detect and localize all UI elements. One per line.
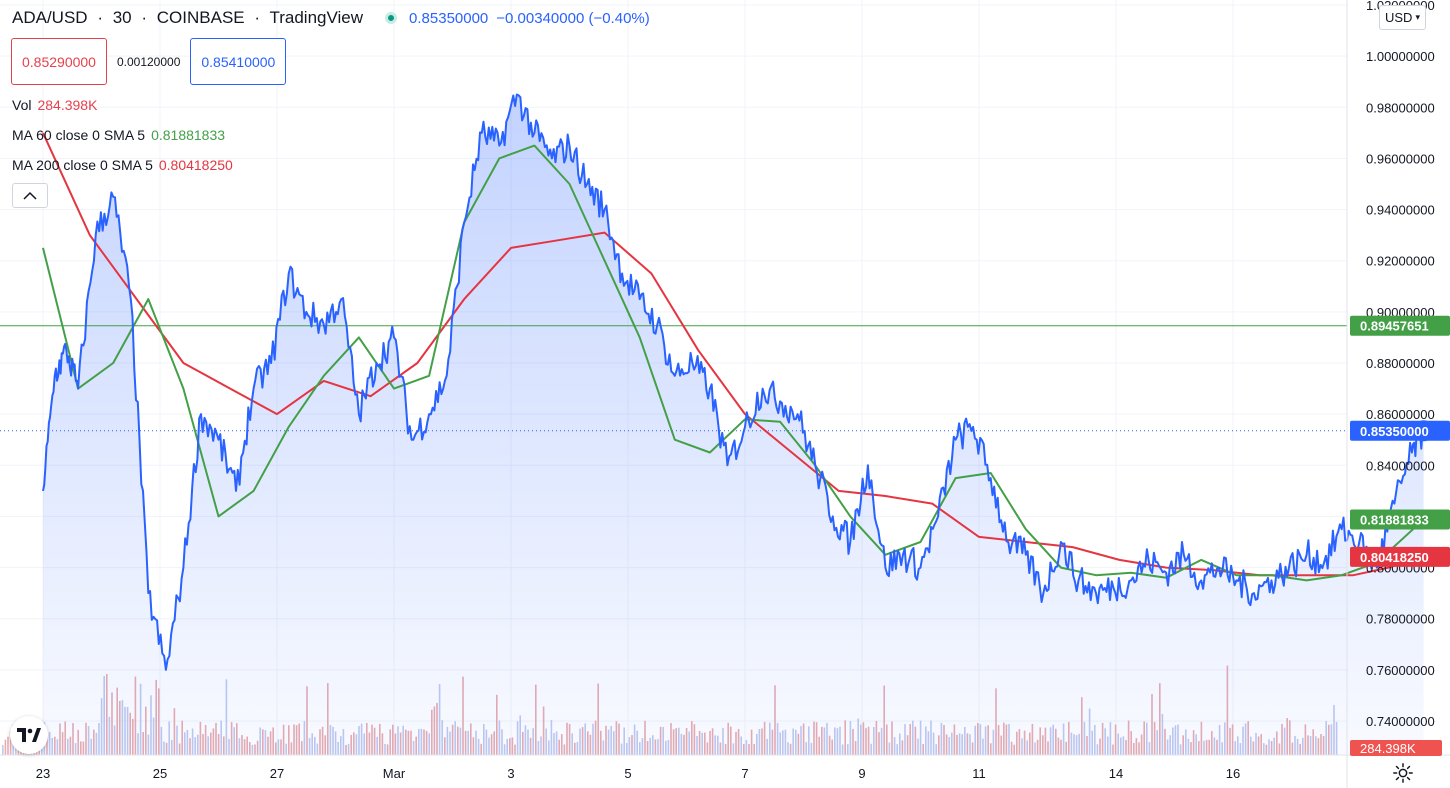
x-tick-label: 5 [624, 766, 631, 781]
price-area-fill [43, 94, 1424, 755]
last-price: 0.85350000 [409, 9, 489, 27]
x-tick-label: Mar [383, 766, 406, 781]
y-tick-label: 0.74000000 [1366, 714, 1435, 729]
y-tick-label: 0.94000000 [1366, 203, 1435, 218]
legend-collapse-button[interactable] [12, 183, 48, 208]
chevron-down-icon: ▾ [1415, 12, 1420, 22]
symbol-title[interactable]: ADA/USD · 30 · COINBASE · TradingView [12, 8, 363, 28]
gear-icon[interactable] [1392, 762, 1414, 784]
ma60-line [42, 144, 1425, 582]
ma200-price-tag-bg [1350, 546, 1450, 567]
title-separator: · [254, 8, 261, 27]
y-tick-label: 0.88000000 [1366, 356, 1435, 371]
x-tick-label: 14 [1109, 766, 1123, 781]
tradingview-logo-icon[interactable] [10, 716, 48, 754]
y-tick-label: 0.86000000 [1366, 407, 1435, 422]
x-tick-label: 23 [36, 766, 50, 781]
chart-header: ADA/USD · 30 · COINBASE · TradingView 0.… [12, 8, 650, 28]
price-change: −0.00340000 (−0.40%) [496, 9, 650, 27]
ma200-label: MA 200 close 0 SMA 5 [12, 157, 153, 173]
y-tick-label: 0.92000000 [1366, 254, 1435, 269]
sell-button[interactable]: 0.85290000 [11, 38, 107, 85]
x-tick-label: 3 [507, 766, 514, 781]
x-tick-label: 16 [1226, 766, 1240, 781]
currency-select[interactable]: USD ▾ [1379, 5, 1426, 30]
volume-tag-bg [1350, 740, 1442, 756]
x-tick-label: 11 [972, 766, 986, 781]
volume-bar [7, 736, 9, 755]
hline-price-tag: 0.89457651 [1360, 319, 1429, 334]
price-area [43, 94, 1424, 755]
volume-value: 284.398K [37, 97, 98, 113]
y-tick-label: 0.98000000 [1366, 100, 1435, 115]
spread-value: 0.00120000 [116, 54, 181, 69]
provider-label: TradingView [269, 8, 364, 27]
y-tick-label: 1.00000000 [1366, 49, 1435, 64]
legend-ma60[interactable]: MA 60 close 0 SMA 5 0.81881833 [12, 127, 225, 143]
ma60-price-tag-bg [1350, 509, 1450, 530]
price-line [42, 93, 1425, 671]
x-tick-label: 7 [741, 766, 748, 781]
x-tick-label: 27 [270, 766, 284, 781]
volume-label: Vol [12, 97, 32, 113]
horizontal-line[interactable] [0, 325, 1347, 432]
currency-label: USD [1385, 10, 1413, 25]
market-status-icon[interactable] [385, 12, 398, 24]
current-price-tag: 0.85350000 [1360, 424, 1429, 439]
volume-bar [2, 744, 4, 755]
y-tick-label: 0.84000000 [1366, 458, 1435, 473]
y-tick-label: 0.78000000 [1366, 612, 1435, 627]
y-tick-label: 0.96000000 [1366, 151, 1435, 166]
y-tick-label: 0.76000000 [1366, 663, 1435, 678]
buy-button[interactable]: 0.85410000 [190, 38, 287, 85]
chevron-up-icon [23, 191, 37, 200]
ma60-price-tag: 0.81881833 [1360, 512, 1429, 527]
ma200-price-tag: 0.80418250 [1360, 550, 1429, 565]
title-separator: · [141, 8, 148, 27]
x-tick-label: 9 [858, 766, 865, 781]
logo-mark [17, 728, 41, 742]
legend-volume[interactable]: Vol 284.398K [12, 97, 97, 113]
volume-bar [9, 731, 12, 755]
legend-ma200[interactable]: MA 200 close 0 SMA 5 0.80418250 [12, 157, 233, 173]
volume-tag: 284.398K [1360, 741, 1416, 756]
interval-label: 30 [112, 8, 132, 27]
exchange-label: COINBASE [156, 8, 245, 27]
x-tick-label: 25 [153, 766, 167, 781]
ma60-label: MA 60 close 0 SMA 5 [12, 127, 146, 143]
ma60-value: 0.81881833 [151, 127, 226, 143]
ma200-value: 0.80418250 [158, 157, 233, 173]
symbol-name: ADA/USD [12, 8, 88, 27]
title-separator: · [97, 8, 103, 27]
hline-price-tag-bg [1350, 315, 1450, 336]
current-price-tag-bg [1350, 420, 1450, 441]
order-panel: 0.85290000 0.00120000 0.85410000 [11, 38, 287, 85]
volume-bar [4, 739, 7, 755]
